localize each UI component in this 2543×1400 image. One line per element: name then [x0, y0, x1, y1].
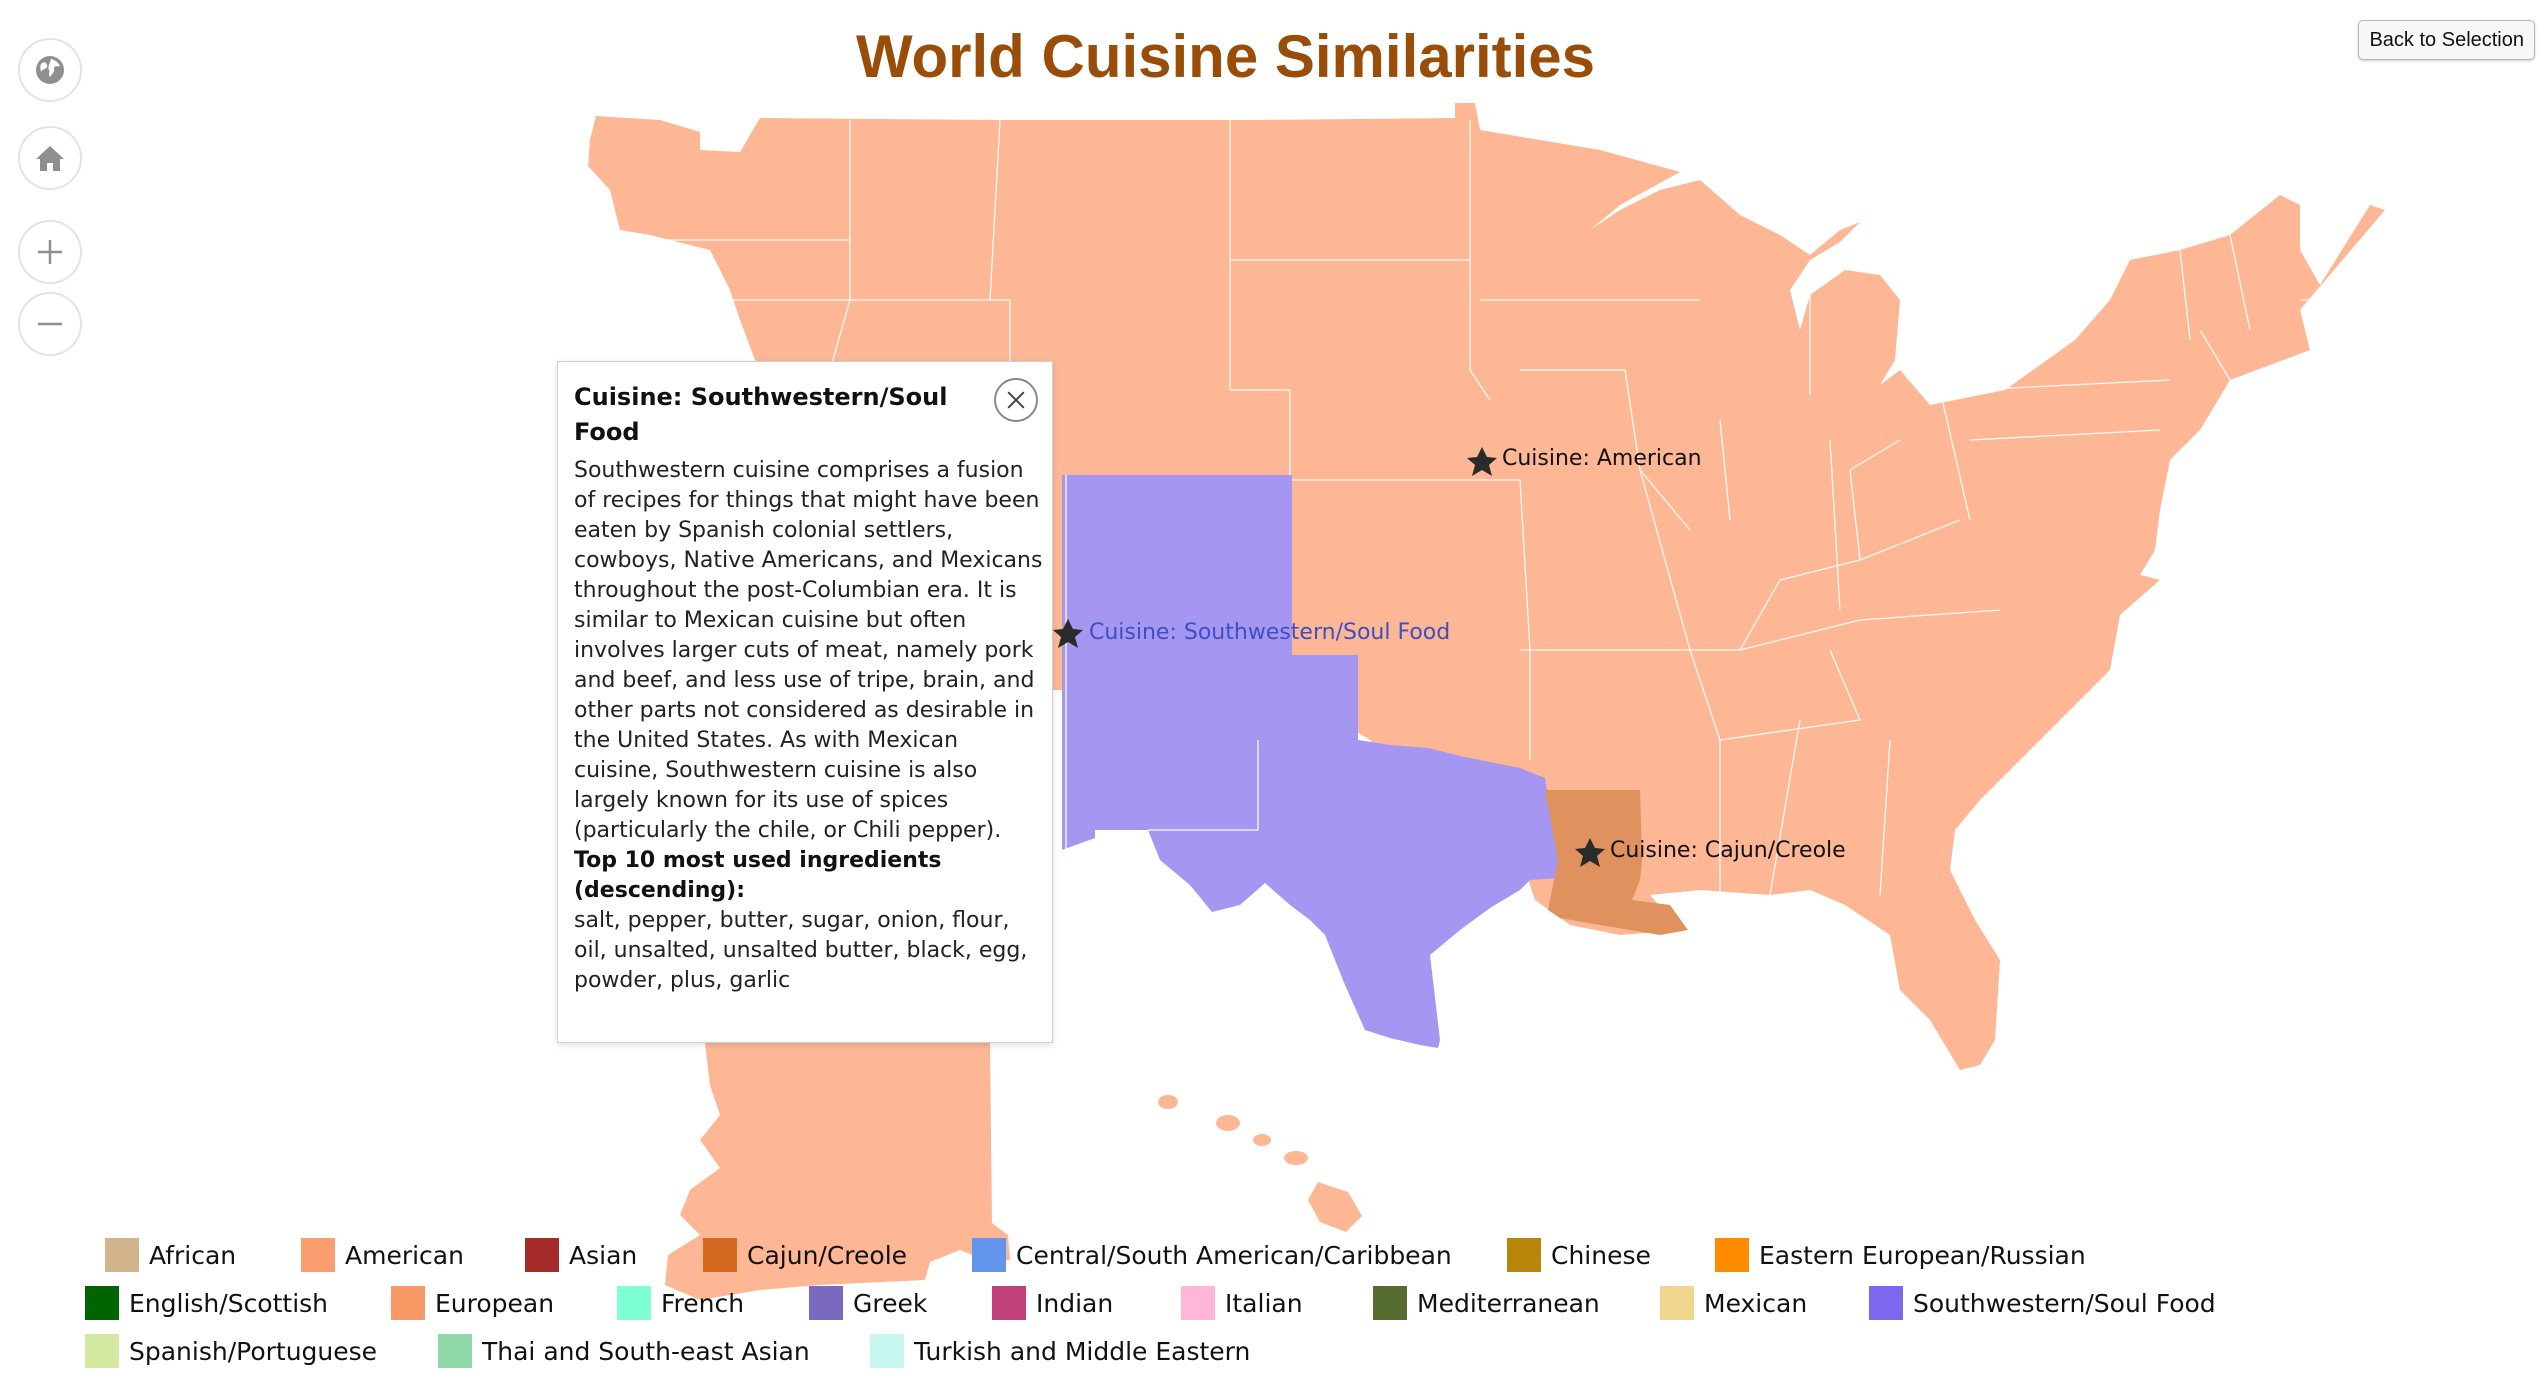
map-label-southwestern[interactable]: Cuisine: Southwestern/Soul Food — [1089, 620, 1451, 645]
legend-swatch — [1373, 1286, 1407, 1320]
legend-label: Eastern European/Russian — [1759, 1240, 2086, 1270]
legend-label: Greek — [853, 1288, 928, 1318]
legend-swatch — [972, 1238, 1006, 1272]
legend-swatch — [1660, 1286, 1694, 1320]
popup-description: Southwestern cuisine comprises a fusion … — [574, 458, 1043, 843]
map-region-cajun[interactable] — [1545, 790, 1688, 935]
legend-swatch — [617, 1286, 651, 1320]
star-marker-cajun[interactable] — [1575, 838, 1605, 867]
legend-label: Central/South American/Caribbean — [1016, 1240, 1452, 1270]
legend-label: African — [149, 1240, 237, 1270]
star-marker-american[interactable] — [1467, 447, 1497, 476]
map-region-southwestern[interactable] — [1062, 475, 1560, 1048]
home-button[interactable] — [18, 126, 82, 190]
legend-label: Cajun/Creole — [747, 1240, 908, 1270]
legend-item-indian[interactable]: Indian — [992, 1286, 1113, 1320]
legend-label: Thai and South-east Asian — [482, 1336, 810, 1366]
legend-swatch — [1715, 1238, 1749, 1272]
legend-label: Chinese — [1551, 1240, 1651, 1270]
popup-body: Southwestern cuisine comprises a fusion … — [574, 456, 1044, 996]
legend-item-african[interactable]: African — [105, 1238, 236, 1272]
legend-swatch — [1869, 1286, 1903, 1320]
legend-swatch — [870, 1334, 904, 1368]
zoom-out-icon — [38, 322, 62, 326]
zoom-in-icon — [38, 240, 62, 264]
legend-item-cajun-creole[interactable]: Cajun/Creole — [703, 1238, 907, 1272]
legend-label: Mediterranean — [1417, 1288, 1600, 1318]
legend-item-central-south-american[interactable]: Central/South American/Caribbean — [972, 1238, 1452, 1272]
legend-swatch — [438, 1334, 472, 1368]
legend-swatch — [391, 1286, 425, 1320]
legend-item-thai[interactable]: Thai and South-east Asian — [438, 1334, 810, 1368]
legend-item-asian[interactable]: Asian — [525, 1238, 637, 1272]
globe-icon — [36, 56, 64, 84]
legend-label: Italian — [1225, 1288, 1303, 1318]
legend-swatch — [525, 1238, 559, 1272]
legend-label: American — [345, 1240, 464, 1270]
state-borders — [600, 119, 2370, 900]
legend-item-french[interactable]: French — [617, 1286, 744, 1320]
legend-label: English/Scottish — [129, 1288, 329, 1318]
popup-title: Cuisine: Southwestern/Soul Food — [574, 383, 948, 446]
legend-label: Spanish/Portuguese — [129, 1336, 378, 1366]
legend-swatch — [85, 1286, 119, 1320]
legend-swatch — [301, 1238, 335, 1272]
legend-item-spanish-portuguese[interactable]: Spanish/Portuguese — [85, 1334, 377, 1368]
legend-item-eastern-european[interactable]: Eastern European/Russian — [1715, 1238, 2086, 1272]
legend-item-italian[interactable]: Italian — [1181, 1286, 1303, 1320]
back-to-selection-button[interactable]: Back to Selection — [2358, 20, 2535, 60]
legend-swatch — [85, 1334, 119, 1368]
legend-label: Southwestern/Soul Food — [1913, 1288, 2216, 1318]
legend-label: Asian — [569, 1240, 638, 1270]
legend-item-chinese[interactable]: Chinese — [1507, 1238, 1651, 1272]
home-icon — [36, 146, 64, 171]
popup-ingredients-heading: Top 10 most used ingredients (descending… — [574, 848, 942, 903]
map-label-cajun[interactable]: Cuisine: Cajun/Creole — [1610, 838, 1846, 863]
legend-swatch — [1507, 1238, 1541, 1272]
close-icon[interactable] — [994, 378, 1038, 422]
globe-button[interactable] — [18, 38, 82, 102]
legend-label: European — [435, 1288, 555, 1318]
legend-item-european[interactable]: European — [391, 1286, 554, 1320]
legend-swatch — [105, 1238, 139, 1272]
zoom-out-button[interactable] — [18, 292, 82, 356]
legend-item-greek[interactable]: Greek — [809, 1286, 927, 1320]
legend-label: Indian — [1036, 1288, 1114, 1318]
state-border-nm-tx — [1065, 475, 1259, 850]
zoom-in-button[interactable] — [18, 220, 82, 284]
legend-swatch — [703, 1238, 737, 1272]
legend-item-american[interactable]: American — [301, 1238, 464, 1272]
legend-item-southwestern[interactable]: Southwestern/Soul Food — [1869, 1286, 2216, 1320]
legend-swatch — [809, 1286, 843, 1320]
info-popup: Cuisine: Southwestern/Soul Food Southwes… — [557, 361, 1053, 1043]
legend-item-english-scottish[interactable]: English/Scottish — [85, 1286, 328, 1320]
legend-item-turkish[interactable]: Turkish and Middle Eastern — [870, 1334, 1250, 1368]
legend-item-mexican[interactable]: Mexican — [1660, 1286, 1807, 1320]
star-marker-southwestern[interactable] — [1053, 619, 1083, 648]
legend-swatch — [992, 1286, 1026, 1320]
map-label-american[interactable]: Cuisine: American — [1502, 446, 1702, 471]
map-region-contiguous-us[interactable] — [588, 103, 2385, 1070]
legend-swatch — [1181, 1286, 1215, 1320]
map-region-alaska[interactable] — [665, 1043, 1010, 1300]
legend-item-mediterranean[interactable]: Mediterranean — [1373, 1286, 1600, 1320]
legend-label: Mexican — [1704, 1288, 1808, 1318]
page-title: World Cuisine Similarities — [855, 23, 1596, 90]
legend-label: Turkish and Middle Eastern — [914, 1336, 1251, 1366]
map-region-hawaii[interactable] — [1158, 1095, 1362, 1232]
legend-label: French — [661, 1288, 745, 1318]
popup-ingredients: salt, pepper, butter, sugar, onion, flou… — [574, 908, 1028, 993]
